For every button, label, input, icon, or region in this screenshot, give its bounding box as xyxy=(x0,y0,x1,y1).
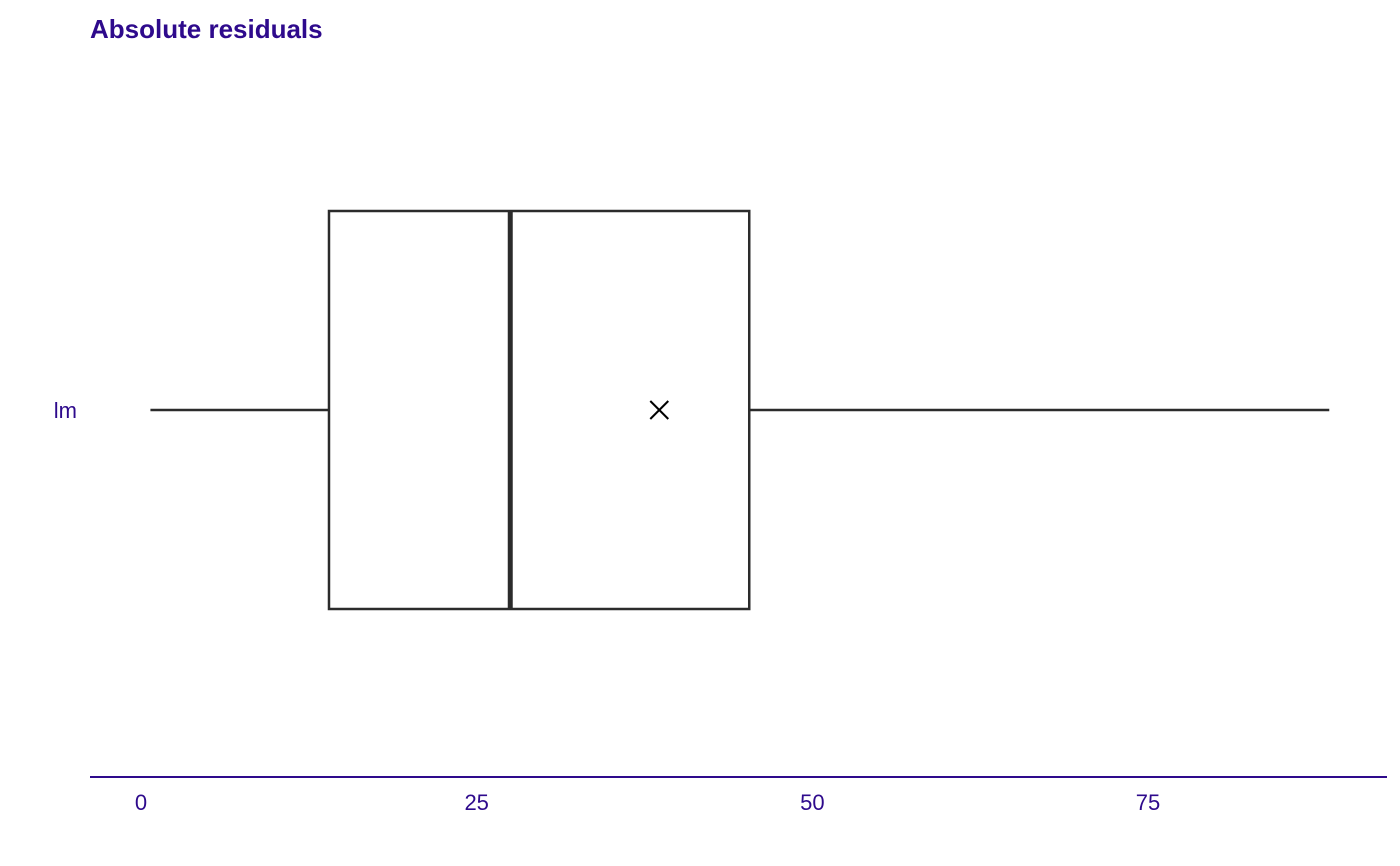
x-tick-label: 50 xyxy=(800,790,824,815)
box-lm: lm xyxy=(54,209,1330,611)
mean-marker xyxy=(649,400,669,420)
mean-marker-stroke xyxy=(649,400,669,420)
interquartile-box xyxy=(327,209,751,611)
category-label: lm xyxy=(54,398,77,423)
boxplot-group: lm xyxy=(54,209,1330,611)
x-axis-ticks: 0 25 50 75 xyxy=(135,790,1160,815)
x-tick-label: 0 xyxy=(135,790,147,815)
chart-title: Absolute residuals xyxy=(90,14,323,44)
x-tick-label: 25 xyxy=(464,790,488,815)
x-tick-label: 75 xyxy=(1136,790,1160,815)
